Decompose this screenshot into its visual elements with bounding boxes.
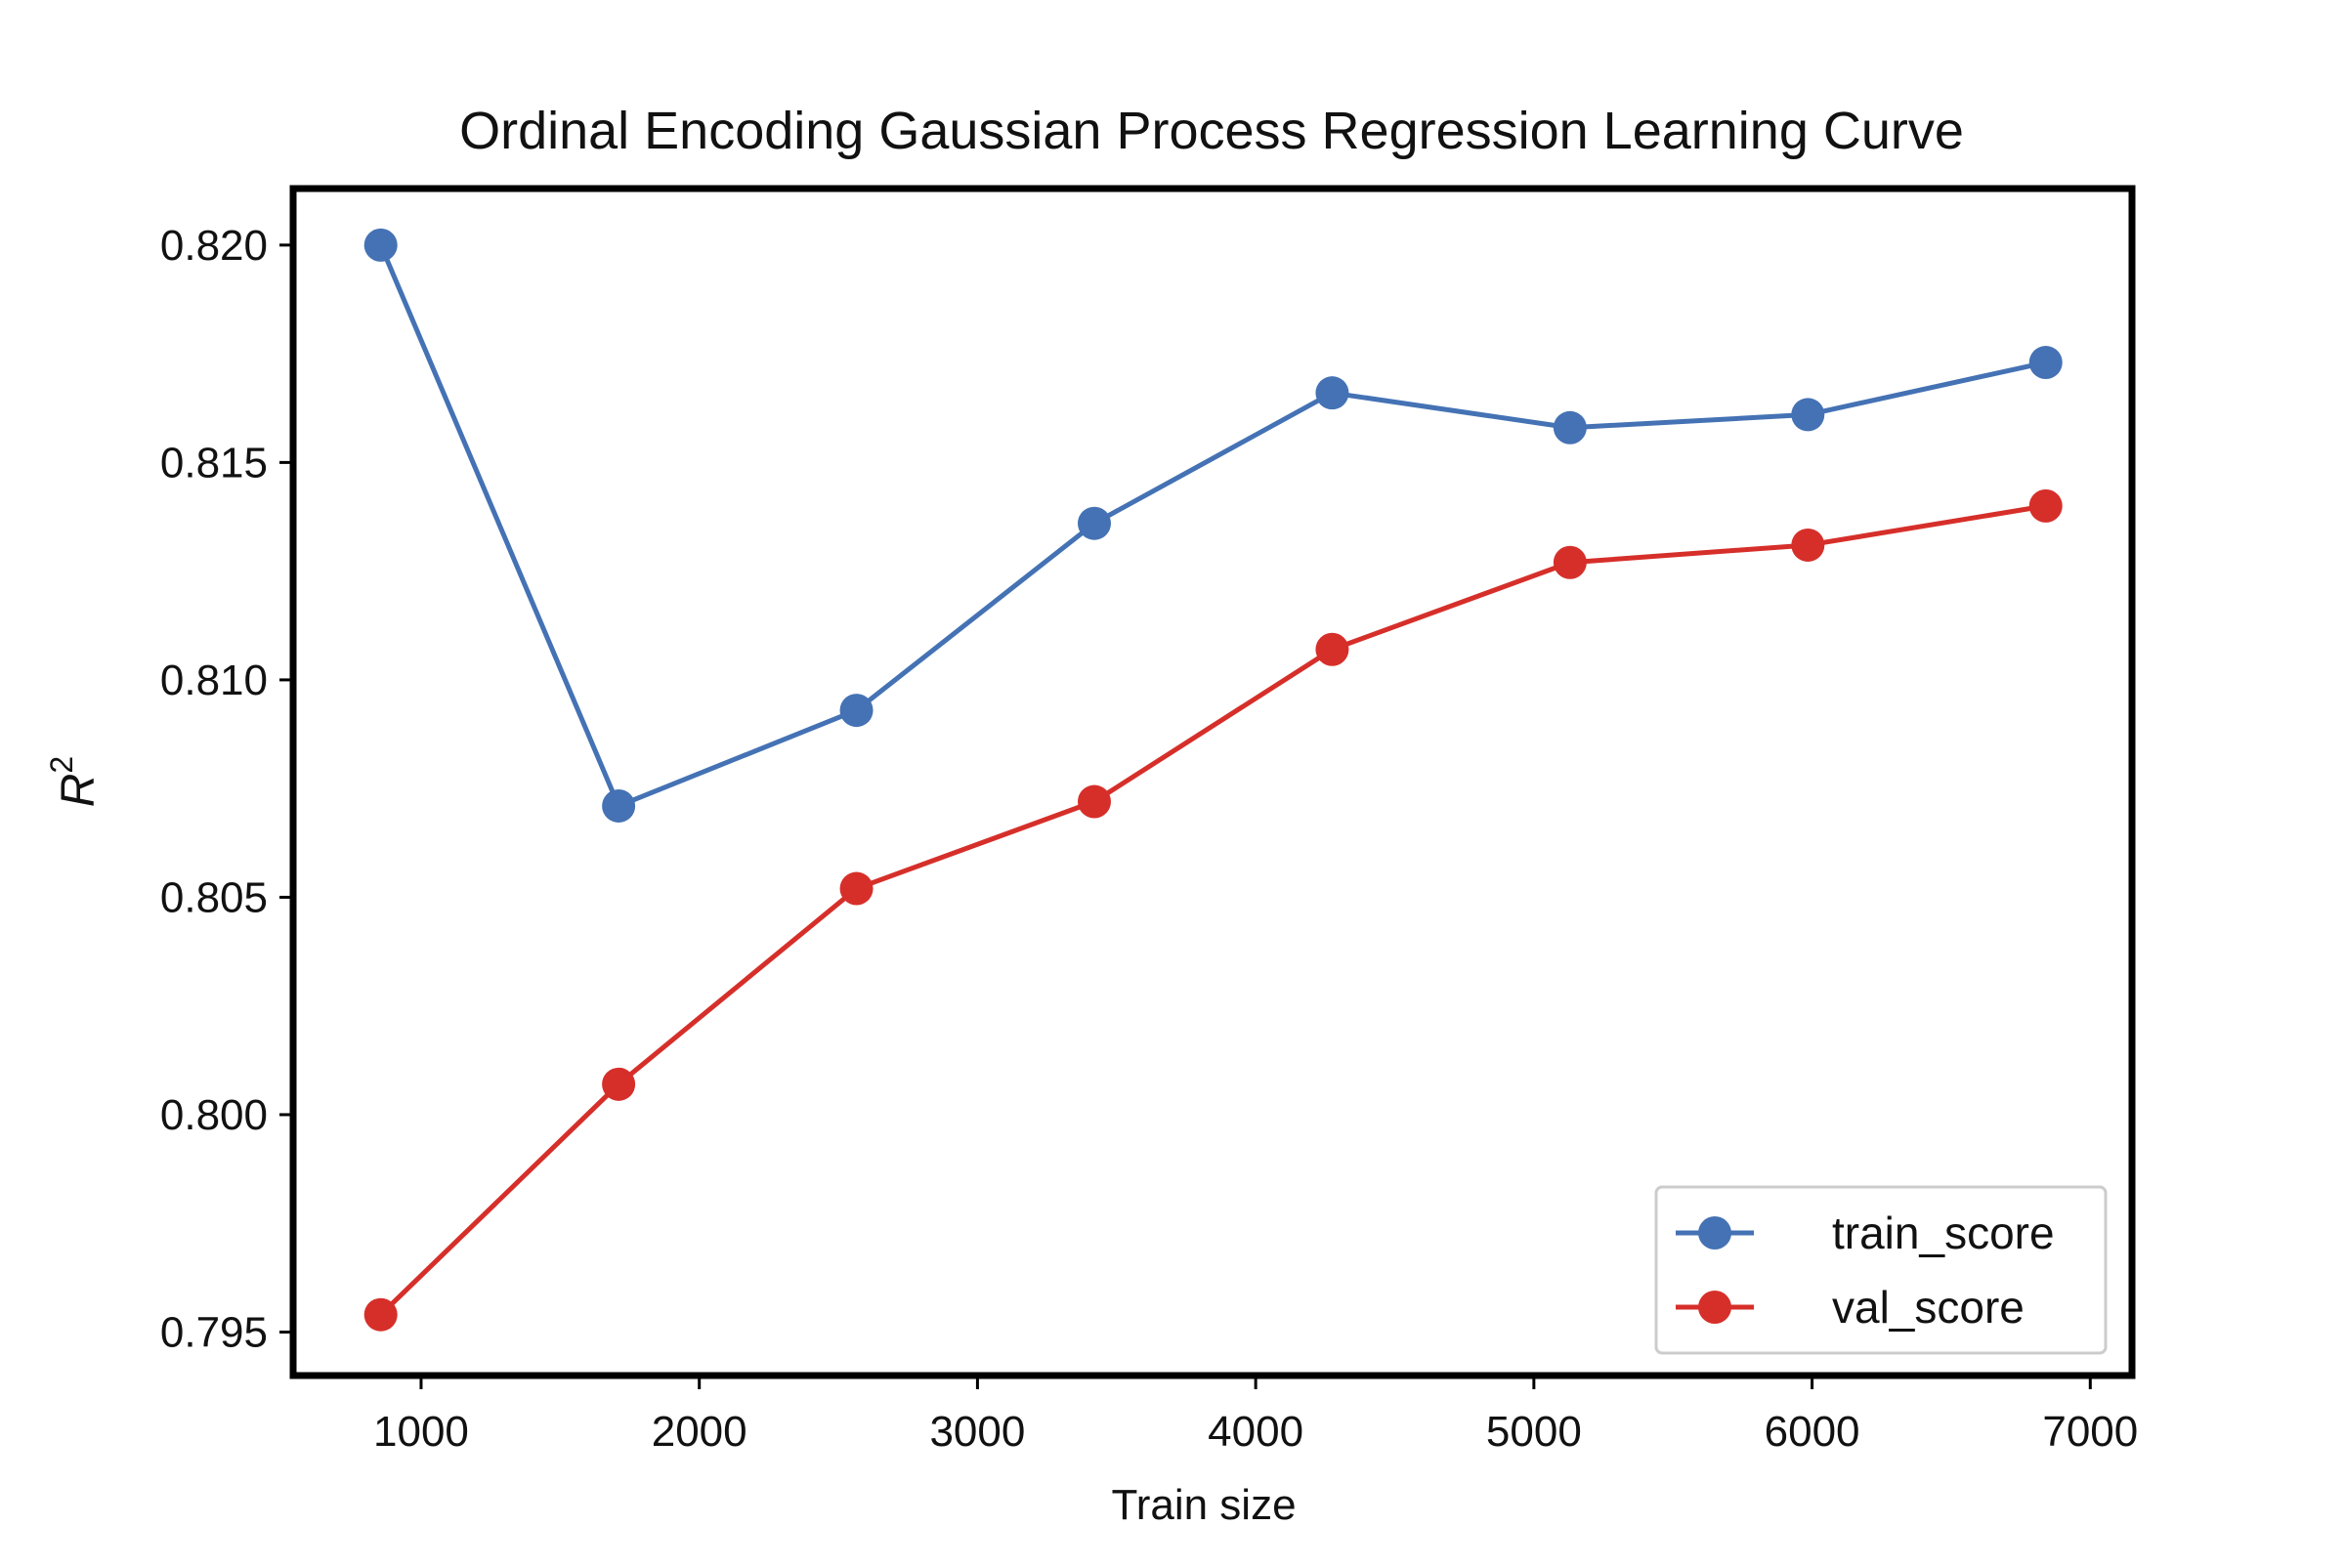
data-point-val_score [602, 1067, 636, 1101]
legend: train_score val_score [1654, 1185, 2108, 1355]
data-point-val_score [2028, 488, 2063, 523]
y-axis-label-superscript: 2 [44, 756, 79, 774]
data-point-train_score [1791, 398, 1825, 432]
axes-frame [289, 185, 2136, 1379]
y-tick-label: 0.805 [160, 873, 268, 921]
y-tick-label: 0.815 [160, 439, 268, 487]
legend-marker-train_score [1698, 1216, 1731, 1250]
y-axis-label-base: R [53, 774, 105, 808]
data-point-train_score [363, 228, 398, 262]
y-tick-label: 0.795 [160, 1308, 268, 1356]
data-point-train_score [1553, 410, 1587, 445]
plot-area: 1000 2000 3000 4000 5000 6000 7000 0.795 0.800 0.… [160, 185, 2138, 1456]
chart-title: Ordinal Encoding Gaussian Process Regres… [459, 102, 1964, 160]
x-tick-label: 2000 [652, 1408, 747, 1456]
legend-label-train_score: train_score [1832, 1208, 2055, 1258]
series-line-train_score [378, 243, 2047, 809]
y-axis-label: R2 [44, 756, 105, 807]
x-tick-label: 4000 [1208, 1408, 1303, 1456]
data-point-val_score [1553, 545, 1587, 579]
data-point-train_score [602, 788, 636, 823]
y-tick-label: 0.820 [160, 222, 268, 270]
data-point-train_score [1077, 506, 1111, 540]
x-tick-label: 7000 [2042, 1408, 2138, 1456]
x-tick-label: 3000 [929, 1408, 1025, 1456]
data-point-val_score [1315, 632, 1349, 666]
legend-label-val_score: val_score [1832, 1282, 2025, 1333]
data-point-val_score [1077, 784, 1111, 819]
data-point-train_score [1315, 376, 1349, 410]
data-point-train_score [2028, 346, 2063, 380]
x-axis-label: Train size [1111, 1481, 1296, 1529]
x-tick-label: 1000 [373, 1408, 469, 1456]
x-tick-label: 6000 [1765, 1408, 1860, 1456]
y-tick-label: 0.810 [160, 657, 268, 704]
series-line-val_score [378, 503, 2047, 1317]
data-point-val_score [1791, 528, 1825, 562]
data-point-val_score [839, 871, 874, 906]
legend-box [1654, 1185, 2108, 1355]
data-point-train_score [839, 694, 874, 728]
x-tick-label: 5000 [1486, 1408, 1582, 1456]
legend-marker-val_score [1698, 1291, 1731, 1324]
data-point-val_score [363, 1297, 398, 1332]
y-tick-label: 0.800 [160, 1091, 268, 1139]
